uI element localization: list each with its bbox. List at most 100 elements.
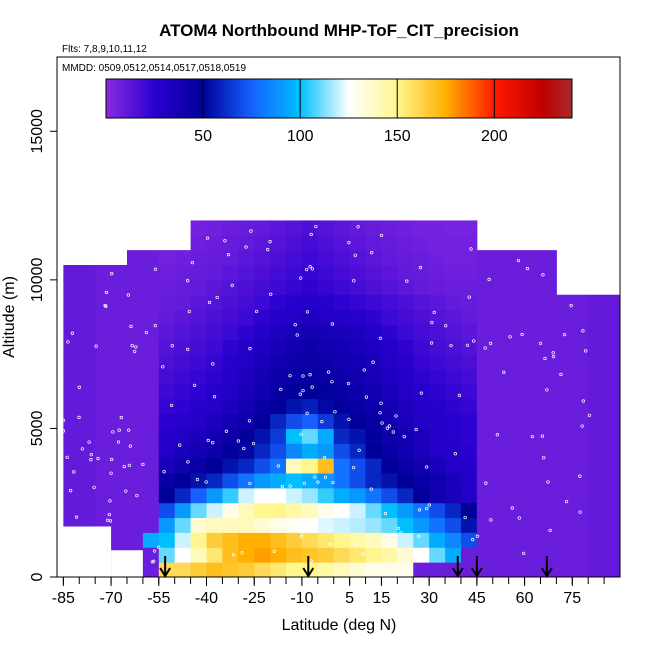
sample-point: [247, 419, 252, 423]
heatmap-cell: [254, 473, 271, 489]
sample-point: [347, 241, 351, 245]
heatmap-cell: [508, 309, 526, 325]
heatmap-cell: [142, 369, 160, 385]
heatmap-cell: [476, 443, 494, 459]
heatmap-cell: [492, 458, 510, 474]
heatmap-cell: [158, 443, 176, 459]
heatmap-cell: [286, 473, 303, 489]
heatmap-cell: [190, 443, 207, 459]
heatmap-cell: [556, 458, 573, 474]
heatmap-cell: [95, 443, 112, 459]
heatmap-cell: [604, 398, 620, 415]
heatmap-cell: [460, 532, 478, 548]
sample-point: [162, 470, 166, 474]
heatmap-cell: [540, 279, 557, 296]
sample-point: [161, 365, 165, 369]
colorbar-ticks: 50 100 150 200: [194, 79, 508, 145]
sample-point: [487, 277, 491, 282]
heatmap-cell: [254, 562, 271, 577]
heatmap-cell: [79, 309, 96, 325]
heatmap-cell: [95, 294, 112, 311]
heatmap-cell: [397, 279, 414, 296]
heatmap-cell: [286, 547, 303, 563]
sample-point: [127, 463, 132, 468]
sample-point: [144, 330, 149, 335]
heatmap-cell: [238, 547, 255, 563]
heatmap-cell: [604, 547, 620, 563]
heatmap-cell: [492, 398, 510, 415]
sample-point: [425, 465, 429, 469]
heatmap-cell: [254, 250, 271, 266]
heatmap-cell: [206, 443, 223, 459]
heatmap-cell: [524, 294, 541, 311]
heatmap-cell: [476, 250, 494, 266]
sample-point: [356, 225, 360, 229]
heatmap-cell: [476, 294, 494, 311]
sample-point: [130, 344, 134, 348]
sample-point: [107, 512, 111, 517]
heatmap-cell: [111, 339, 128, 355]
heatmap-cell: [429, 339, 446, 355]
heatmap-cell: [413, 265, 430, 281]
heatmap-cell: [397, 458, 414, 474]
heatmap-cell: [238, 532, 255, 548]
sample-point: [578, 510, 582, 514]
heatmap-cell: [445, 547, 462, 563]
sample-point: [190, 261, 195, 265]
sample-point: [205, 236, 210, 240]
heatmap-cell: [492, 324, 510, 340]
heatmap-cell: [63, 458, 80, 474]
heatmap-cell: [349, 547, 367, 563]
heatmap-cell: [460, 279, 478, 296]
heatmap-cell: [222, 473, 239, 489]
heatmap-cell: [445, 443, 462, 459]
heatmap-cell: [79, 428, 96, 444]
heatmap-cell: [126, 324, 144, 340]
heatmap-cell: [508, 428, 526, 444]
heatmap-cell: [460, 309, 478, 325]
heatmap-cell: [317, 369, 335, 385]
heatmap-cell: [365, 413, 382, 429]
sample-point: [347, 417, 351, 421]
sample-point: [89, 458, 93, 462]
heatmap-cell: [238, 487, 255, 504]
colorbar-tick-label: 100: [287, 128, 314, 145]
heatmap-cell: [286, 279, 303, 296]
sample-point: [224, 429, 229, 433]
heatmap-cell: [317, 398, 335, 415]
heatmap-cell: [381, 220, 398, 236]
heatmap-cell: [142, 532, 160, 548]
sample-point: [300, 531, 304, 535]
heatmap-cell: [556, 339, 573, 355]
heatmap-cell: [111, 473, 128, 489]
heatmap-cell: [476, 309, 494, 325]
heatmap-cell: [238, 398, 255, 415]
heatmap-cell: [126, 532, 144, 548]
heatmap-cell: [190, 532, 207, 548]
heatmap-cell: [445, 235, 462, 251]
sample-point: [192, 383, 197, 387]
heatmap-cell: [524, 383, 541, 400]
heatmap-cell: [572, 398, 589, 415]
heatmap-cell: [222, 220, 239, 236]
heatmap-cell: [365, 279, 382, 296]
sample-point: [417, 534, 421, 538]
x-tick-label: -25: [243, 590, 266, 607]
heatmap-cell: [381, 398, 398, 415]
sample-point: [301, 388, 305, 393]
heatmap-cell: [349, 562, 367, 577]
sample-point: [127, 428, 131, 432]
sample-point: [385, 426, 390, 430]
sample-point: [387, 424, 392, 428]
heatmap-cell: [508, 547, 526, 563]
heatmap-cell: [397, 339, 414, 355]
heatmap-cell: [206, 369, 223, 385]
heatmap-cell: [286, 339, 303, 355]
heatmap-cell: [158, 532, 176, 548]
heatmap-cell: [111, 279, 128, 296]
sample-point: [414, 427, 418, 432]
heatmap-cell: [254, 398, 271, 415]
heatmap-layer: [57, 220, 620, 577]
heatmap-cell: [174, 398, 192, 415]
sample-point: [521, 551, 526, 556]
